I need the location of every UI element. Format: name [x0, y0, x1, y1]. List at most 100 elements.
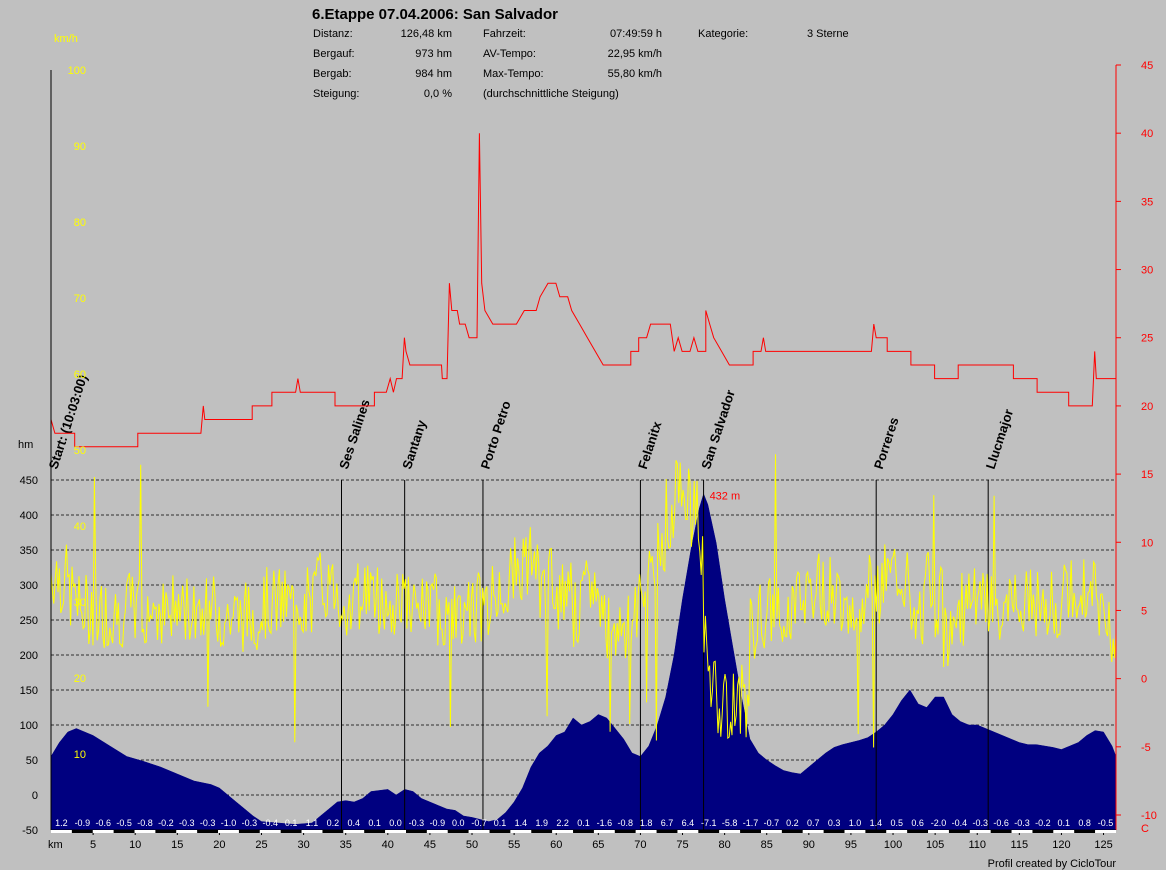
- grade-tick-label: -10: [1141, 810, 1157, 822]
- stat-label: Kategorie:: [698, 28, 748, 40]
- segment-bar: [385, 830, 406, 833]
- segment-grade-label: -0.3: [1014, 818, 1030, 828]
- speed-tick-label: 50: [74, 445, 86, 457]
- segment-bar: [218, 830, 239, 833]
- segment-grade-label: 0.1: [368, 818, 381, 828]
- segment-bar: [823, 830, 845, 833]
- segment-grade-label: 0.4: [348, 818, 361, 828]
- x-tick-label: 70: [634, 839, 646, 851]
- segment-grade-label: -0.3: [200, 818, 216, 828]
- altitude-tick-label: 250: [20, 615, 38, 627]
- segment-grade-label: -0.7: [471, 818, 487, 828]
- segment-bar: [406, 830, 427, 833]
- grade-tick-label: 25: [1141, 333, 1153, 345]
- altitude-tick-label: 50: [26, 755, 38, 767]
- x-tick-label: 105: [926, 839, 944, 851]
- segment-bar: [1074, 830, 1096, 833]
- stat-value: 0,0 %: [424, 88, 452, 100]
- segment-grade-label: -0.4: [263, 818, 279, 828]
- x-tick-label: 75: [676, 839, 688, 851]
- stat-note: (durchschnittliche Steigung): [483, 88, 619, 100]
- x-tick-label: 110: [968, 839, 986, 851]
- segment-grade-label: 0.7: [807, 818, 820, 828]
- segment-bar: [134, 830, 156, 833]
- segment-grade-label: 1.1: [306, 818, 319, 828]
- x-tick-label: 100: [884, 839, 902, 851]
- x-tick-label: 120: [1052, 839, 1070, 851]
- grade-profile: [50, 454, 1117, 748]
- speed-tick-label: 90: [74, 141, 86, 153]
- segment-bar: [844, 830, 866, 833]
- altitude-tick-label: 200: [20, 650, 38, 662]
- stat-value: 984 hm: [415, 68, 452, 80]
- grade-tick-label: -5: [1141, 742, 1151, 754]
- grade-tick-label: 45: [1141, 60, 1153, 72]
- segment-bar: [71, 830, 93, 833]
- segment-bar: [948, 830, 970, 833]
- segment-grade-label: 1.8: [640, 818, 653, 828]
- segment-grade-label: -0.5: [1098, 818, 1114, 828]
- x-tick-label: 125: [1094, 839, 1112, 851]
- stat-value: 3 Sterne: [807, 28, 849, 40]
- x-tick-label: 5: [90, 839, 96, 851]
- segment-bar: [593, 830, 615, 833]
- waypoint-label: Llucmajor: [983, 407, 1016, 471]
- segment-bar: [447, 830, 469, 833]
- altitude-tick-label: 150: [20, 685, 38, 697]
- x-tick-label: 10: [129, 839, 141, 851]
- segment-bar: [343, 830, 365, 833]
- grade-line: [50, 454, 1117, 748]
- stat-value: 07:49:59 h: [610, 28, 662, 40]
- stat-label: Bergab:: [313, 68, 352, 80]
- segment-bar: [719, 830, 741, 833]
- segment-grade-label: -0.3: [242, 818, 258, 828]
- stat-label: Max-Tempo:: [483, 68, 544, 80]
- segment-grade-label: -0.7: [764, 818, 780, 828]
- grade-axis-end-label: C: [1141, 823, 1149, 835]
- segment-bar: [197, 830, 219, 833]
- segment-grade-label: -0.2: [158, 818, 174, 828]
- segment-bar: [698, 830, 720, 833]
- segment-grade-label: 0.1: [1058, 818, 1071, 828]
- altitude-tick-label: 350: [20, 545, 38, 557]
- grid-lines: [51, 479, 1116, 796]
- segment-bar: [468, 830, 490, 833]
- segment-bar: [802, 830, 824, 833]
- x-tick-label: 90: [803, 839, 815, 851]
- segment-bar: [886, 830, 908, 833]
- segment-bar: [781, 830, 803, 833]
- x-tick-label: 55: [508, 839, 520, 851]
- segment-grade-label: -0.9: [75, 818, 91, 828]
- segment-grade-label: -0.5: [116, 818, 132, 828]
- segment-bar: [635, 830, 657, 833]
- segment-bar: [1095, 830, 1116, 833]
- stat-value: 126,48 km: [401, 28, 452, 40]
- segment-grade-strip: 1.2 -0.9 -0.6 -0.5 -0.8 -0.2 -0.3 -0.3 -1.0 -0.3-…: [51, 818, 1116, 833]
- chart-title: 6.Etappe 07.04.2006: San Salvador: [312, 6, 558, 23]
- segment-bar: [761, 830, 782, 833]
- segment-grade-label: 0.3: [828, 818, 841, 828]
- segment-grade-label: -0.3: [409, 818, 425, 828]
- segment-grade-label: 0.2: [786, 818, 799, 828]
- stat-value: 973 hm: [415, 48, 452, 60]
- segment-grade-label: -0.6: [993, 818, 1009, 828]
- stat-label: Steigung:: [313, 88, 359, 100]
- segment-bar: [1053, 830, 1075, 833]
- segment-grade-label: -1.0: [221, 818, 237, 828]
- x-tick-label: 65: [592, 839, 604, 851]
- segment-grade-label: -0.6: [95, 818, 111, 828]
- x-tick-label: 80: [718, 839, 730, 851]
- grade-tick-label: 5: [1141, 605, 1147, 617]
- altitude-tick-label: -50: [22, 825, 38, 837]
- grade-tick-label: 0: [1141, 674, 1147, 686]
- x-tick-label: 35: [340, 839, 352, 851]
- waypoint-label: Felanitx: [635, 419, 665, 471]
- segment-bar: [865, 830, 887, 833]
- altitude-area: 432 m: [50, 491, 1117, 831]
- segment-grade-label: -0.8: [137, 818, 153, 828]
- segment-bar: [1032, 830, 1054, 833]
- segment-bar: [740, 830, 761, 833]
- altitude-axis-label: hm: [18, 439, 33, 451]
- segment-bar: [552, 830, 574, 833]
- segment-bar: [969, 830, 991, 833]
